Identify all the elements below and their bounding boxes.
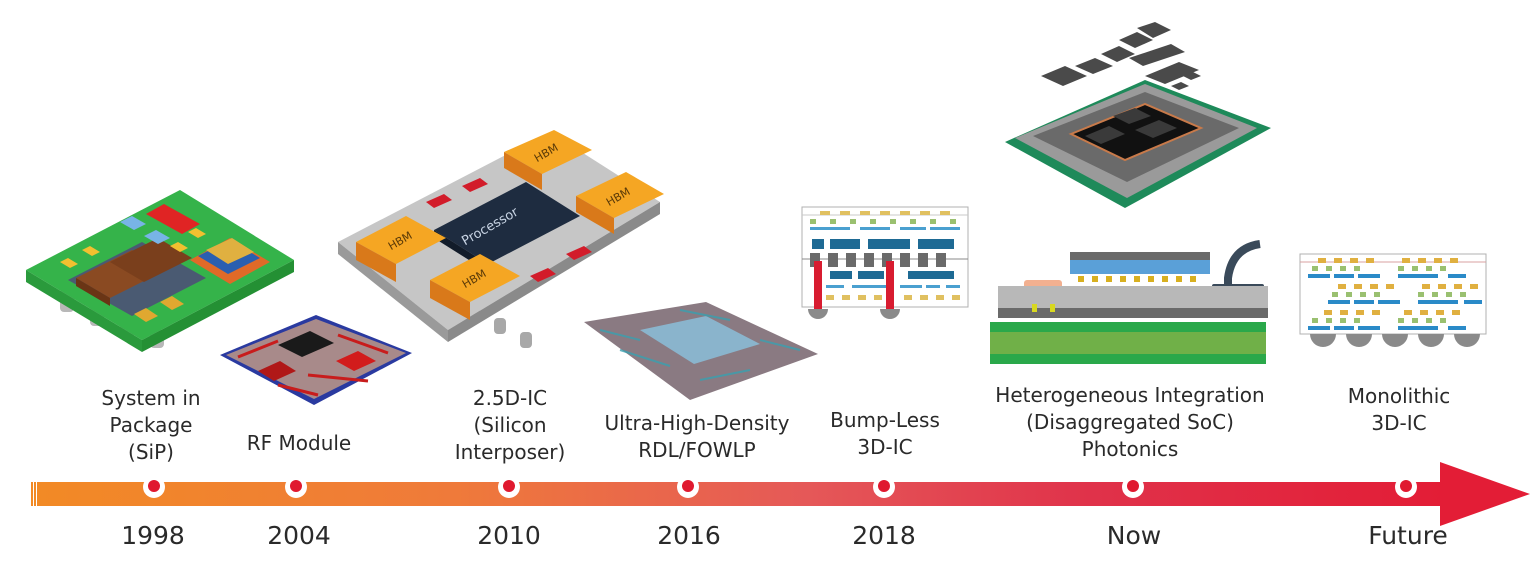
label-line: Monolithic <box>1347 384 1451 408</box>
timeline-bar <box>31 482 1443 506</box>
sip-module-illustration <box>26 190 294 352</box>
timeline-dot-2004 <box>285 476 307 498</box>
timeline-arrowhead-icon <box>1440 462 1530 526</box>
timeline-dot-future <box>1395 476 1417 498</box>
interposer-illustration: Processor HBM HBM HBM HBM <box>338 130 664 348</box>
year-2018: 2018 <box>852 521 916 550</box>
timeline-dot-1998 <box>143 476 165 498</box>
photonics-illustration: Lasers <box>990 240 1268 364</box>
timeline-dot-2010 <box>498 476 520 498</box>
milestone-label-heterogeneous-integration: Heterogeneous Integration (Disaggregated… <box>995 382 1264 463</box>
label-line: Heterogeneous Integration <box>995 383 1265 407</box>
label-line: (SiP) <box>128 440 174 464</box>
timeline-dot-2016 <box>677 476 699 498</box>
milestone-label-2-5d-ic: 2.5D-IC (Silicon Interposer) <box>455 385 566 466</box>
timeline-dot-2018 <box>873 476 895 498</box>
label-line: (Disaggregated SoC) <box>1026 410 1234 434</box>
year-now: Now <box>1106 521 1162 550</box>
label-line: Photonics <box>1081 437 1179 461</box>
year-2010: 2010 <box>477 521 541 550</box>
label-line: (Silicon <box>473 413 547 437</box>
year-2016: 2016 <box>657 521 721 550</box>
chiplet-package-illustration <box>1005 22 1271 208</box>
year-1998: 1998 <box>121 521 185 550</box>
milestone-label-bumpless-3d-ic: Bump-Less 3D-IC <box>830 407 940 461</box>
label-line: 3D-IC <box>857 435 913 459</box>
fowlp-illustration <box>584 302 818 400</box>
bumpless-3dic-illustration <box>801 206 969 319</box>
timeline-dot-now <box>1122 476 1144 498</box>
milestone-label-rf-module: RF Module <box>247 430 351 457</box>
label-line: RDL/FOWLP <box>638 438 756 462</box>
label-line: System in <box>101 386 201 410</box>
monolithic-3dic-illustration <box>1299 253 1487 347</box>
label-line: RF Module <box>246 431 352 455</box>
label-line: 3D-IC <box>1371 411 1427 435</box>
year-future: Future <box>1368 521 1448 550</box>
year-2004: 2004 <box>267 521 331 550</box>
timeline-bar-tail <box>31 482 39 506</box>
milestone-label-fowlp: Ultra-High-Density RDL/FOWLP <box>605 410 790 464</box>
milestone-label-sip: System in Package (SiP) <box>101 385 200 466</box>
label-line: Bump-Less <box>830 408 940 432</box>
rf-module-illustration <box>220 315 412 405</box>
milestone-label-monolithic-3d-ic: Monolithic 3D-IC <box>1348 383 1451 437</box>
label-line: Ultra-High-Density <box>604 411 790 435</box>
label-line: 2.5D-IC <box>472 386 548 410</box>
label-line: Interposer) <box>454 440 566 464</box>
label-line: Package <box>109 413 193 437</box>
